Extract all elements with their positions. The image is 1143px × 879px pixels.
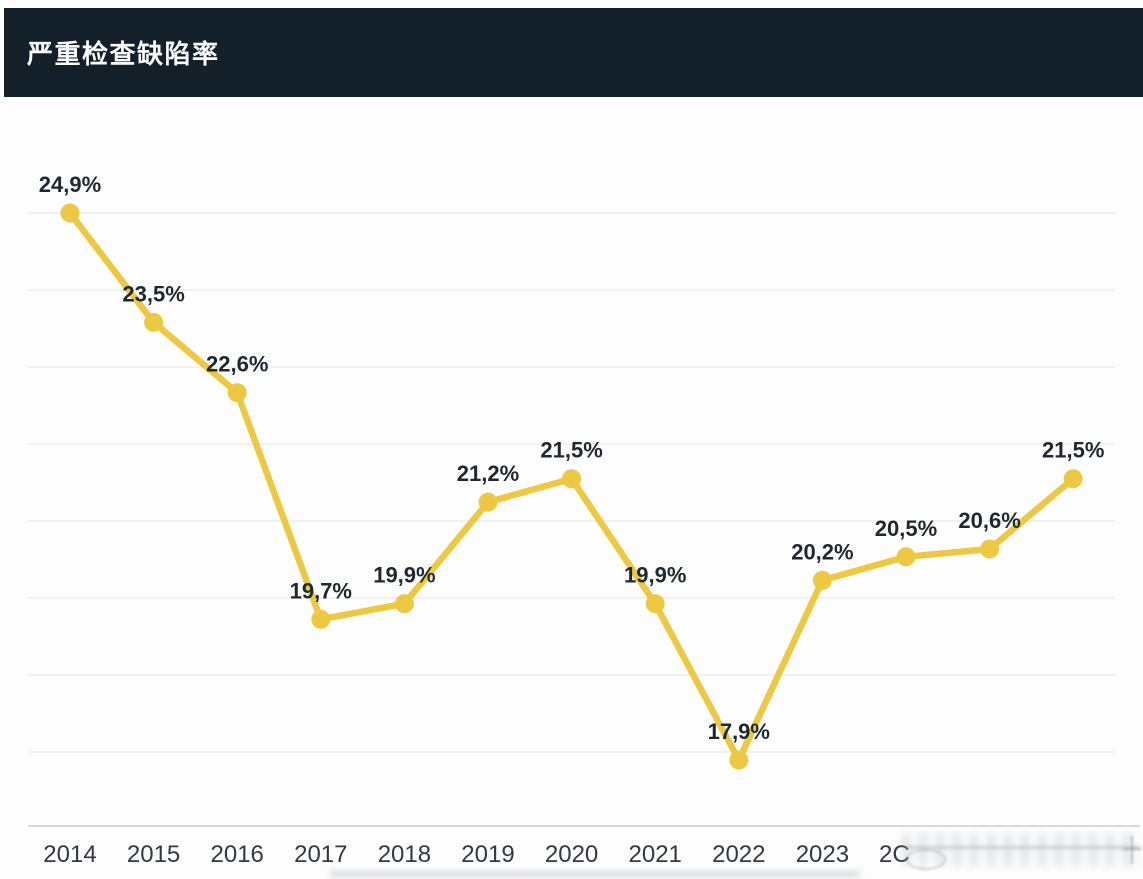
data-point-label: 19,9%: [373, 563, 435, 588]
x-axis-label: 2021: [629, 841, 682, 868]
data-point-label: 21,2%: [457, 461, 519, 486]
data-point-label: 20,6%: [958, 508, 1020, 533]
x-axis-label: 2020: [545, 841, 598, 868]
data-point: [896, 547, 916, 567]
x-axis-label: 2015: [127, 841, 180, 868]
x-axis-label: 2023: [796, 841, 849, 868]
data-point: [645, 594, 665, 614]
x-axis-label: 2017: [294, 841, 347, 868]
x-axis-label: 2019: [461, 841, 514, 868]
x-axis-label-partial: 2C: [879, 841, 910, 868]
x-axis-label: 2018: [378, 841, 431, 868]
x-axis-label: 2016: [211, 841, 264, 868]
blurred-watermark-cross: [1131, 836, 1133, 864]
data-point: [227, 383, 247, 403]
data-point: [729, 750, 749, 770]
data-point-label: 23,5%: [122, 281, 184, 306]
data-point: [394, 594, 414, 614]
data-point-label: 17,9%: [708, 719, 770, 744]
data-point-label: 21,5%: [1042, 438, 1104, 463]
data-point: [562, 469, 582, 489]
data-point: [311, 609, 331, 629]
data-point: [812, 570, 832, 590]
x-axis-label: 2022: [712, 841, 765, 868]
data-point-label: 19,9%: [624, 563, 686, 588]
x-axis-label: 2014: [43, 841, 96, 868]
data-point: [144, 312, 164, 332]
data-point-label: 22,6%: [206, 352, 268, 377]
data-point: [478, 492, 498, 512]
data-point: [980, 539, 1000, 559]
blurred-watermark-ellipse: [906, 849, 946, 870]
data-point: [60, 203, 80, 223]
blurred-watermark-strip: [330, 870, 860, 878]
chart-title: 严重检查缺陷率: [27, 39, 220, 69]
data-point-label: 20,2%: [791, 539, 853, 564]
blurred-watermark-cross: [1123, 848, 1141, 850]
blurred-watermark-streak: [905, 846, 1140, 849]
data-point-label: 24,9%: [39, 172, 101, 197]
data-point: [1063, 469, 1083, 489]
data-point-label: 20,5%: [875, 516, 937, 541]
data-point-label: 21,5%: [540, 438, 602, 463]
chart-header: 严重检查缺陷率: [4, 8, 1143, 97]
data-point-label: 19,7%: [290, 578, 352, 603]
